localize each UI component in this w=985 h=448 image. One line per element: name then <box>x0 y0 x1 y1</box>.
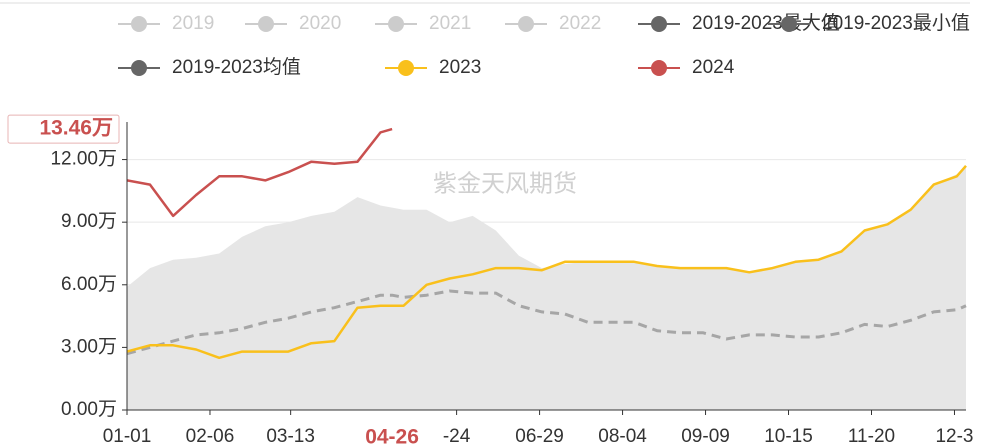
legend-marker <box>131 60 147 76</box>
legend-label: 2020 <box>299 13 341 34</box>
x-tick-label: 09-09 <box>681 426 730 447</box>
y-tick-label: 9.00万 <box>61 211 117 232</box>
y-tick-label: 6.00万 <box>61 274 117 295</box>
legend-marker <box>388 16 404 32</box>
x-pointer-bg <box>354 424 431 448</box>
legend-label: 2019-2023最大值 <box>692 12 840 34</box>
legend-marker <box>781 16 797 32</box>
legend-label: 2019-2023均值 <box>172 56 301 78</box>
legend-label: 2019 <box>172 13 214 34</box>
y-tick-label: 0.00万 <box>61 399 117 420</box>
x-tick-label: 03-13 <box>266 426 315 447</box>
x-tick-label: -24 <box>443 426 471 447</box>
legend-marker <box>651 16 667 32</box>
y-tick-label: 12.00万 <box>50 149 117 170</box>
legend-label: 2023 <box>439 57 481 78</box>
legend-label: 2024 <box>692 57 735 78</box>
legend-marker <box>131 16 147 32</box>
legend-marker <box>398 60 414 76</box>
line <box>126 127 393 218</box>
y-tick-label: 3.00万 <box>61 336 117 357</box>
watermark: 紫金天风期货 <box>433 170 577 197</box>
x-tick-label: 01-01 <box>103 426 152 447</box>
x-pointer-label: 04-26 <box>365 426 419 448</box>
x-tick-label: 11-20 <box>848 426 895 447</box>
legend-label: 2021 <box>429 13 471 34</box>
x-tick-label: 10-15 <box>764 426 813 447</box>
line <box>126 289 967 356</box>
x-tick-label: 08-04 <box>598 426 647 447</box>
x-tick-label: 12-3 <box>935 426 973 447</box>
legend-marker <box>518 16 534 32</box>
legend-label: 2022 <box>559 13 601 34</box>
x-tick-label: 02-06 <box>186 426 235 447</box>
legend-marker <box>651 60 667 76</box>
legend-label: 2019-2023最小值 <box>822 12 970 34</box>
y-pointer-box <box>7 114 120 144</box>
line <box>126 164 967 360</box>
legend-marker <box>258 16 274 32</box>
y-pointer-label: 13.46万 <box>39 117 113 140</box>
area <box>127 165 966 410</box>
x-tick-label: 06-29 <box>515 426 564 447</box>
